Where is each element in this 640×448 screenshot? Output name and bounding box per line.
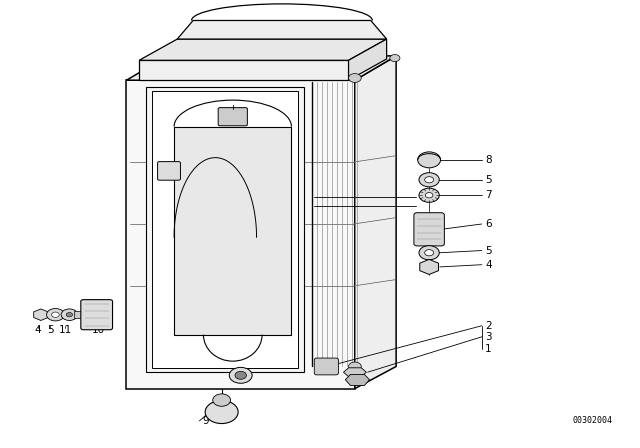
- Circle shape: [229, 367, 252, 383]
- Polygon shape: [139, 60, 349, 80]
- Polygon shape: [177, 21, 387, 39]
- FancyBboxPatch shape: [314, 358, 339, 375]
- Polygon shape: [145, 87, 304, 372]
- Text: 2: 2: [485, 321, 492, 331]
- Polygon shape: [127, 56, 396, 80]
- FancyBboxPatch shape: [218, 108, 247, 126]
- Text: 7: 7: [485, 190, 492, 200]
- Circle shape: [418, 152, 440, 168]
- Text: 5: 5: [47, 325, 54, 335]
- Circle shape: [349, 73, 361, 82]
- Polygon shape: [74, 311, 82, 318]
- Text: 00302004: 00302004: [573, 416, 613, 426]
- Polygon shape: [174, 127, 291, 335]
- Text: 5: 5: [485, 246, 492, 255]
- Circle shape: [235, 371, 246, 379]
- Text: 10: 10: [92, 325, 104, 335]
- Text: 3: 3: [485, 332, 492, 342]
- Circle shape: [66, 313, 72, 317]
- Text: 1: 1: [485, 344, 492, 354]
- FancyBboxPatch shape: [81, 300, 113, 330]
- Circle shape: [419, 172, 439, 187]
- Circle shape: [47, 309, 64, 321]
- Circle shape: [425, 250, 433, 256]
- Text: 4: 4: [35, 325, 41, 335]
- Circle shape: [425, 177, 433, 183]
- Text: 8: 8: [485, 155, 492, 165]
- Polygon shape: [127, 80, 355, 388]
- Circle shape: [426, 193, 433, 198]
- Polygon shape: [355, 56, 396, 388]
- Circle shape: [52, 312, 60, 317]
- Text: 5: 5: [485, 175, 492, 185]
- FancyBboxPatch shape: [414, 213, 444, 246]
- Polygon shape: [346, 375, 369, 385]
- Polygon shape: [152, 91, 298, 368]
- Text: 6: 6: [485, 219, 492, 229]
- Text: 9: 9: [202, 416, 209, 426]
- Polygon shape: [139, 39, 387, 60]
- Text: 4: 4: [485, 260, 492, 270]
- Circle shape: [349, 362, 361, 371]
- Circle shape: [390, 55, 400, 62]
- Circle shape: [205, 401, 238, 423]
- Text: 11: 11: [58, 325, 72, 335]
- Circle shape: [212, 394, 230, 406]
- FancyBboxPatch shape: [157, 162, 180, 180]
- Circle shape: [419, 246, 439, 260]
- Polygon shape: [344, 368, 366, 377]
- Circle shape: [61, 309, 77, 320]
- Circle shape: [419, 188, 439, 202]
- Polygon shape: [349, 39, 387, 80]
